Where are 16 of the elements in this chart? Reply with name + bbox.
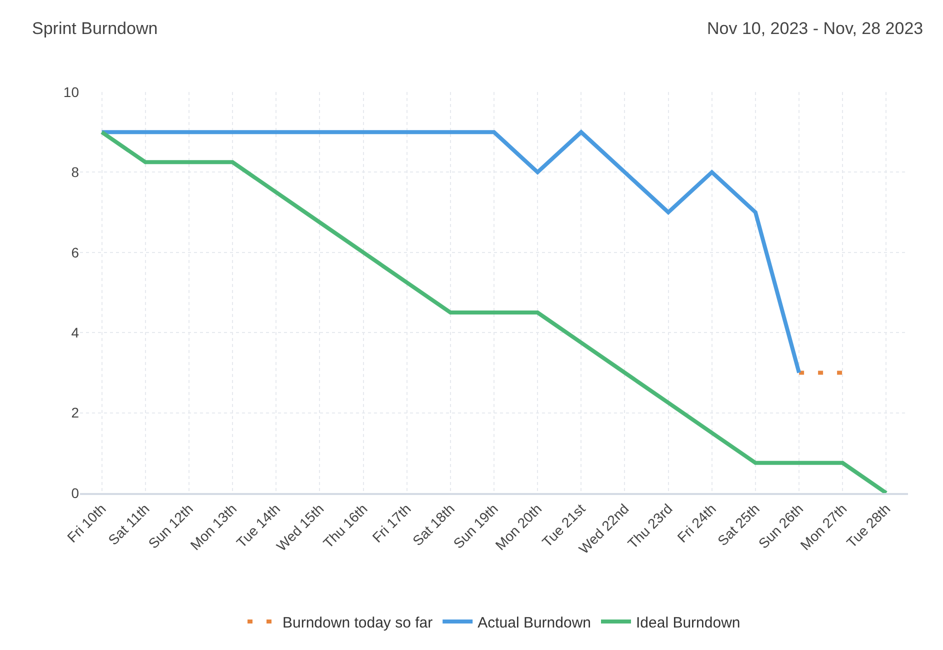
x-tick-label: Fri 17th: [369, 500, 414, 546]
chart-title: Sprint Burndown: [32, 19, 158, 38]
y-tick-label: 10: [63, 84, 80, 100]
line-series: [100, 130, 802, 375]
x-tick-label: Fri 10th: [64, 500, 109, 546]
y-tick-label: 8: [71, 164, 80, 180]
y-tick-label: 6: [71, 244, 80, 260]
y-tick-label: 4: [71, 324, 80, 340]
y-tick-label: 2: [71, 404, 80, 421]
y-tick-label: 0: [71, 484, 80, 501]
line-series: [100, 130, 888, 493]
legend-label: Actual Burndown: [478, 614, 591, 632]
legend-label: Ideal Burndown: [636, 614, 740, 632]
legend-label: Burndown today so far: [282, 614, 433, 632]
chart-subtitle: Nov 10, 2023 - Nov, 28 2023: [707, 19, 924, 38]
x-tick-label: Fri 24th: [674, 500, 719, 546]
